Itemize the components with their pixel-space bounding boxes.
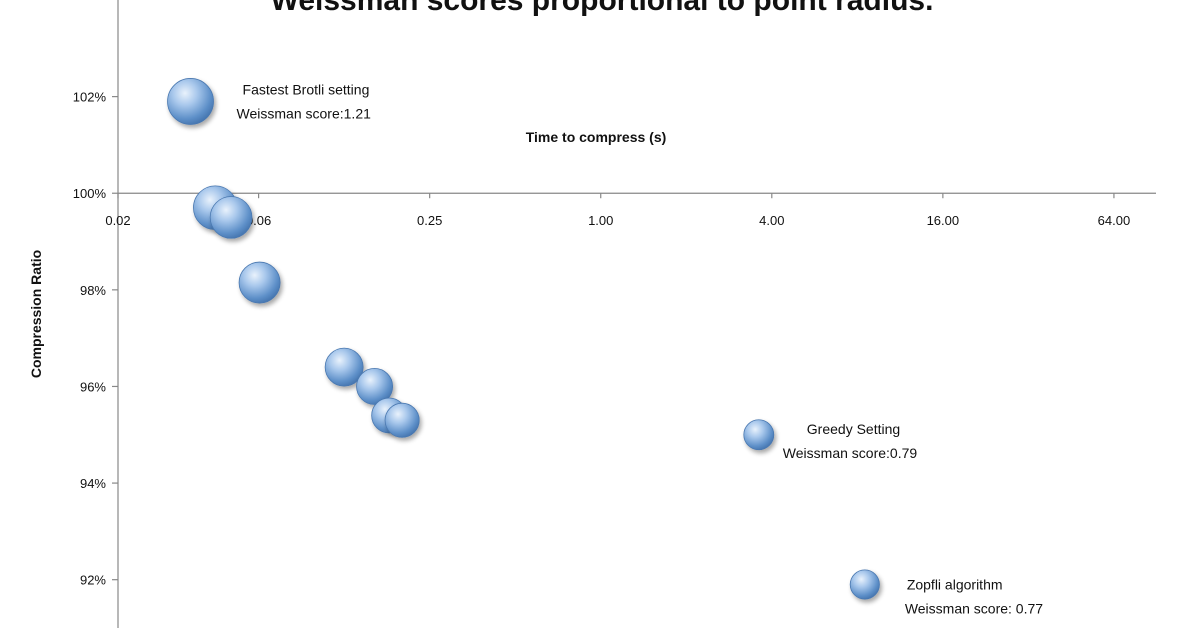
y-axis-title: Compression Ratio [28, 250, 44, 378]
x-axis-title: Time to compress (s) [526, 129, 667, 145]
y-tick-label: 96% [80, 379, 106, 394]
x-tick-label: 4.00 [759, 213, 784, 228]
y-axis: 92% 94% 96% 98% 100% 102% [73, 0, 119, 628]
x-axis: 0.02 0.06 0.25 1.00 4.00 16.00 64.00 [105, 192, 1156, 228]
data-point [324, 347, 364, 387]
y-tick-label: 92% [80, 573, 106, 588]
annotation-score: Weissman score:1.21 [237, 105, 372, 121]
data-point [167, 78, 214, 125]
annotation-label: Fastest Brotli setting [243, 81, 370, 97]
annotation-score: Weissman score:0.79 [783, 445, 918, 461]
data-point [384, 402, 420, 438]
data-point [209, 196, 253, 239]
data-point [238, 261, 281, 304]
data-point [849, 569, 880, 600]
annotation-label: Greedy Setting [807, 421, 900, 437]
data-points [167, 78, 880, 600]
x-tick-label: 0.02 [105, 213, 130, 228]
annotation-label: Zopfli algorithm [907, 577, 1003, 593]
y-tick-label: 102% [73, 90, 107, 105]
data-point [743, 419, 775, 451]
annotation-score: Weissman score: 0.77 [905, 601, 1043, 617]
x-tick-label: 64.00 [1098, 213, 1131, 228]
x-tick-label: 16.00 [927, 213, 960, 228]
y-tick-label: 98% [80, 283, 106, 298]
annotations: Fastest Brotli setting Weissman score:1.2… [237, 81, 1044, 616]
x-tick-label: 1.00 [588, 213, 613, 228]
x-tick-label: 0.25 [417, 213, 442, 228]
data-point [356, 368, 394, 405]
y-tick-label: 100% [73, 186, 107, 201]
y-tick-label: 94% [80, 476, 106, 491]
chart-title: Weissman scores proportional to point ra… [271, 0, 934, 17]
